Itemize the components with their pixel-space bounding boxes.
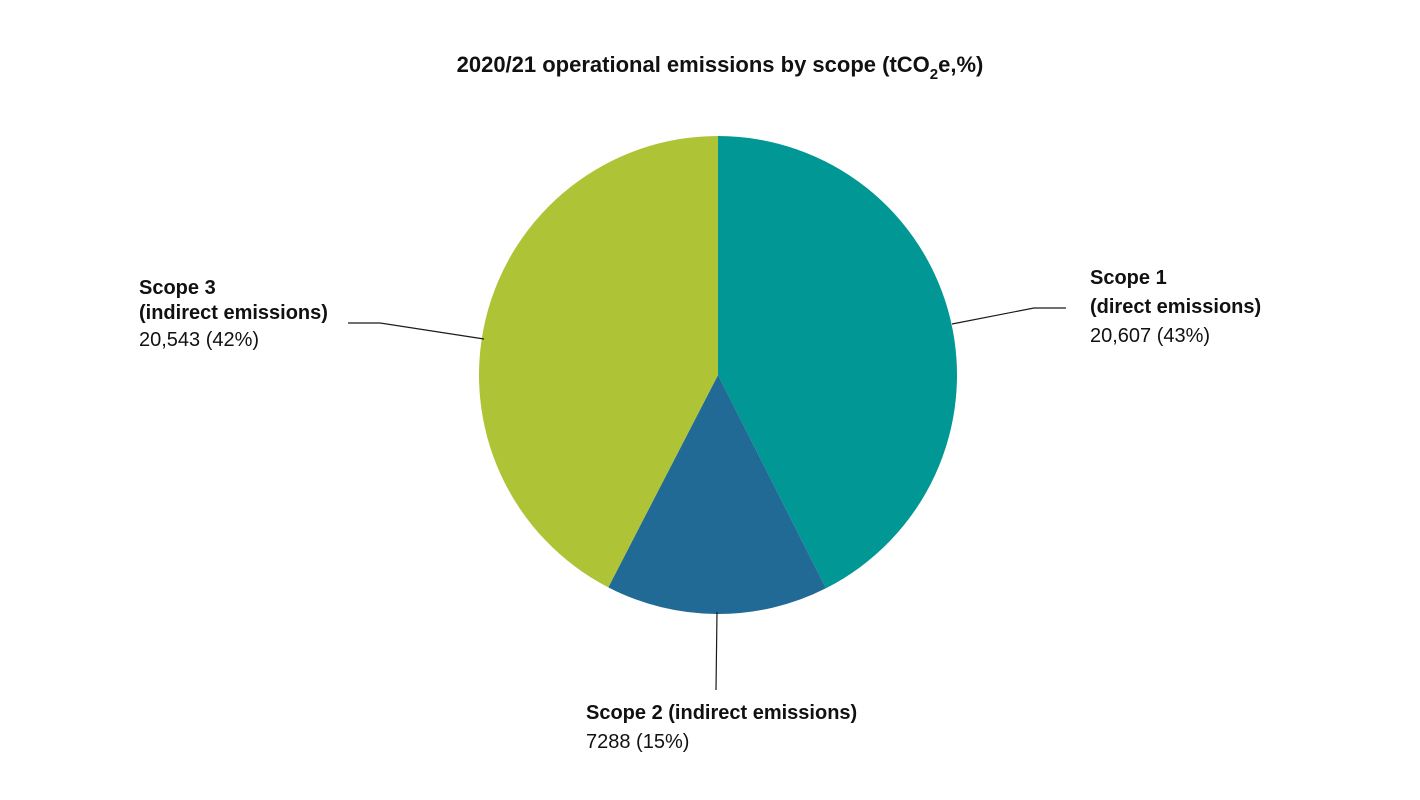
slice-label-scope-3-desc: (indirect emissions)	[139, 302, 328, 324]
chart-title-suffix: e,%)	[938, 52, 983, 77]
chart-title-main: 2020/21 operational emissions by scope (…	[457, 52, 930, 77]
slice-label-scope-3-value: 20,543 (42%)	[139, 329, 259, 351]
pie-slice-scope-2	[608, 375, 826, 614]
leader-line-scope-3	[348, 322, 485, 340]
pie-slice-scope-3	[479, 136, 718, 588]
leader-line-scope-2	[715, 611, 718, 691]
leader-line-scope-1	[951, 307, 1066, 325]
slice-label-scope-1-value: 20,607 (43%)	[1090, 325, 1210, 347]
chart-title-subscript: 2	[930, 66, 938, 83]
pie-slice-scope-1	[718, 136, 957, 589]
slice-label-scope-2-value: 7288 (15%)	[586, 731, 689, 753]
slice-label-scope-2-name: Scope 2 (indirect emissions)	[586, 702, 857, 724]
slice-label-scope-1-name: Scope 1	[1090, 267, 1167, 289]
slice-label-scope-3-name: Scope 3	[139, 277, 216, 299]
pie-slices	[479, 136, 957, 614]
chart-title: 2020/21 operational emissions by scope (…	[457, 52, 984, 83]
slice-label-scope-1-desc: (direct emissions)	[1090, 296, 1261, 318]
